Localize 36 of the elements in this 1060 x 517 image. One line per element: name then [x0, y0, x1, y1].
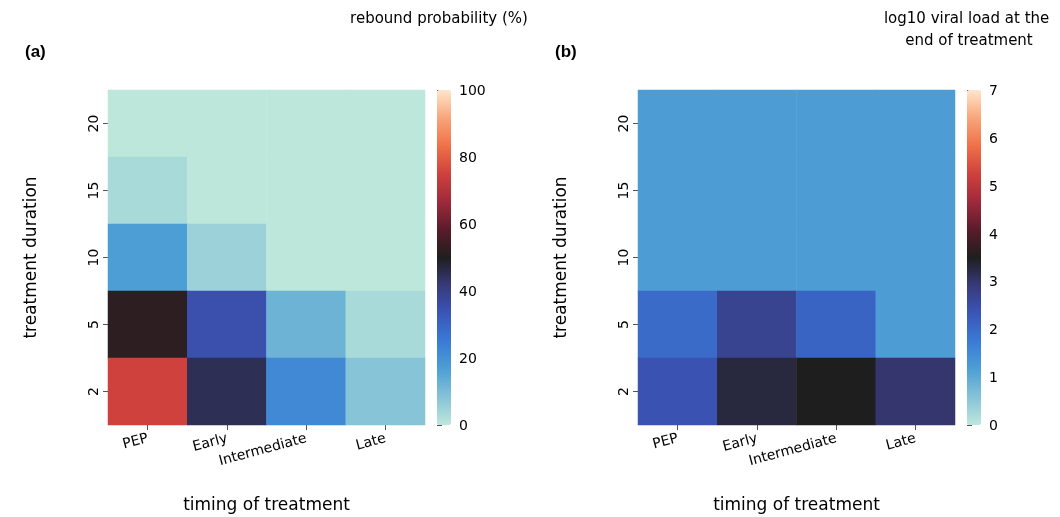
y-tick-label: 5 — [615, 320, 631, 329]
color-bar-label: 3 — [989, 273, 998, 290]
y-tick-label: 20 — [85, 114, 101, 133]
color-bar-label: 0 — [459, 417, 468, 433]
y-tick-label: 15 — [615, 181, 631, 200]
y-tick-label: 10 — [85, 248, 101, 267]
color-bar-label: 2 — [989, 321, 998, 338]
x-axis-title: timing of treatment — [183, 493, 351, 514]
color-bar-label: 5 — [989, 177, 998, 194]
y-tick-label: 15 — [85, 181, 101, 200]
x-tick-label: Late — [883, 429, 918, 453]
color-bar-label: 100 — [459, 82, 486, 98]
chart-title: (a) — [25, 42, 46, 61]
color-bar-label: 4 — [989, 225, 998, 242]
y-axis-title: treatment duration — [549, 176, 570, 339]
color-bar-label: 1 — [989, 369, 998, 386]
x-tick-label: PEP — [120, 429, 150, 452]
color-bar-title: log10 viral load at the end of treatment — [883, 9, 1055, 49]
color-bar-title: rebound probability (%) — [350, 9, 528, 27]
y-tick-label: 5 — [85, 320, 101, 329]
y-tick-label: 20 — [615, 114, 631, 133]
color-bar-label: 40 — [459, 283, 477, 299]
color-bar-label: 0 — [989, 417, 998, 433]
x-axis-title: timing of treatment — [713, 493, 881, 514]
chart-title: (b) — [555, 42, 577, 61]
y-tick-label: 10 — [615, 248, 631, 267]
y-axis-title: treatment duration — [19, 176, 40, 339]
y-tick-label: 2 — [85, 387, 101, 396]
y-tick-label: 2 — [615, 387, 631, 396]
color-bar-label: 6 — [989, 129, 998, 146]
color-bar-label: 7 — [989, 82, 998, 98]
color-bar-label: 60 — [459, 216, 477, 232]
color-bar-label: 80 — [459, 149, 477, 165]
x-tick-label: PEP — [650, 429, 680, 452]
x-tick-label: Late — [353, 429, 388, 453]
color-bar-label: 20 — [459, 350, 477, 366]
